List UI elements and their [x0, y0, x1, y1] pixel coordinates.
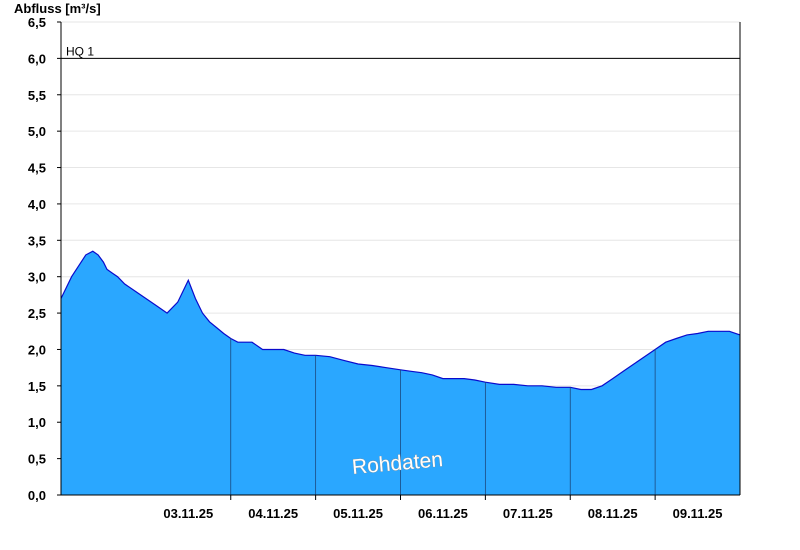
discharge-series: [60, 250, 741, 495]
x-tick-label: 09.11.25: [673, 506, 723, 521]
y-tick-label: 0,5: [28, 452, 46, 467]
y-tick-label: 0,0: [28, 488, 46, 503]
x-tick-label: 08.11.25: [588, 506, 638, 521]
hq1-label: HQ 1: [66, 44, 94, 58]
x-tick-label: 07.11.25: [503, 506, 553, 521]
y-tick-label: 1,0: [28, 415, 46, 430]
y-tick-label: 2,0: [28, 342, 46, 357]
x-tick-label: 03.11.25: [163, 506, 213, 521]
x-tick-label: 05.11.25: [333, 506, 383, 521]
x-tick-label: 06.11.25: [418, 506, 468, 521]
y-tick-labels: 0,0 0,5 1,0 1,5 2,0 2,5 3,0 3,5 4,0 4,5 5,0 5,5 6,0 6…: [28, 15, 61, 503]
y-tick-label: 6,0: [28, 51, 46, 66]
y-tick-label: 3,0: [28, 270, 46, 285]
y-tick-label: 1,5: [28, 379, 46, 394]
y-tick-label: 2,5: [28, 306, 46, 321]
y-tick-label: 3,5: [28, 233, 46, 248]
x-tick-labels: 03.11.25 04.11.25 05.11.25 06.11.25 07.11.25…: [163, 495, 723, 521]
y-tick-label: 5,0: [28, 124, 46, 139]
y-tick-label: 5,5: [28, 88, 46, 103]
threshold-layer: HQ 1: [61, 44, 740, 59]
y-tick-label: 6,5: [28, 15, 46, 30]
y-axis-title: Abfluss [m³/s]: [14, 1, 101, 16]
y-tick-label: 4,0: [28, 197, 46, 212]
discharge-line: [60, 250, 741, 391]
x-tick-label: 04.11.25: [248, 506, 298, 521]
y-tick-label: 4,5: [28, 161, 46, 176]
